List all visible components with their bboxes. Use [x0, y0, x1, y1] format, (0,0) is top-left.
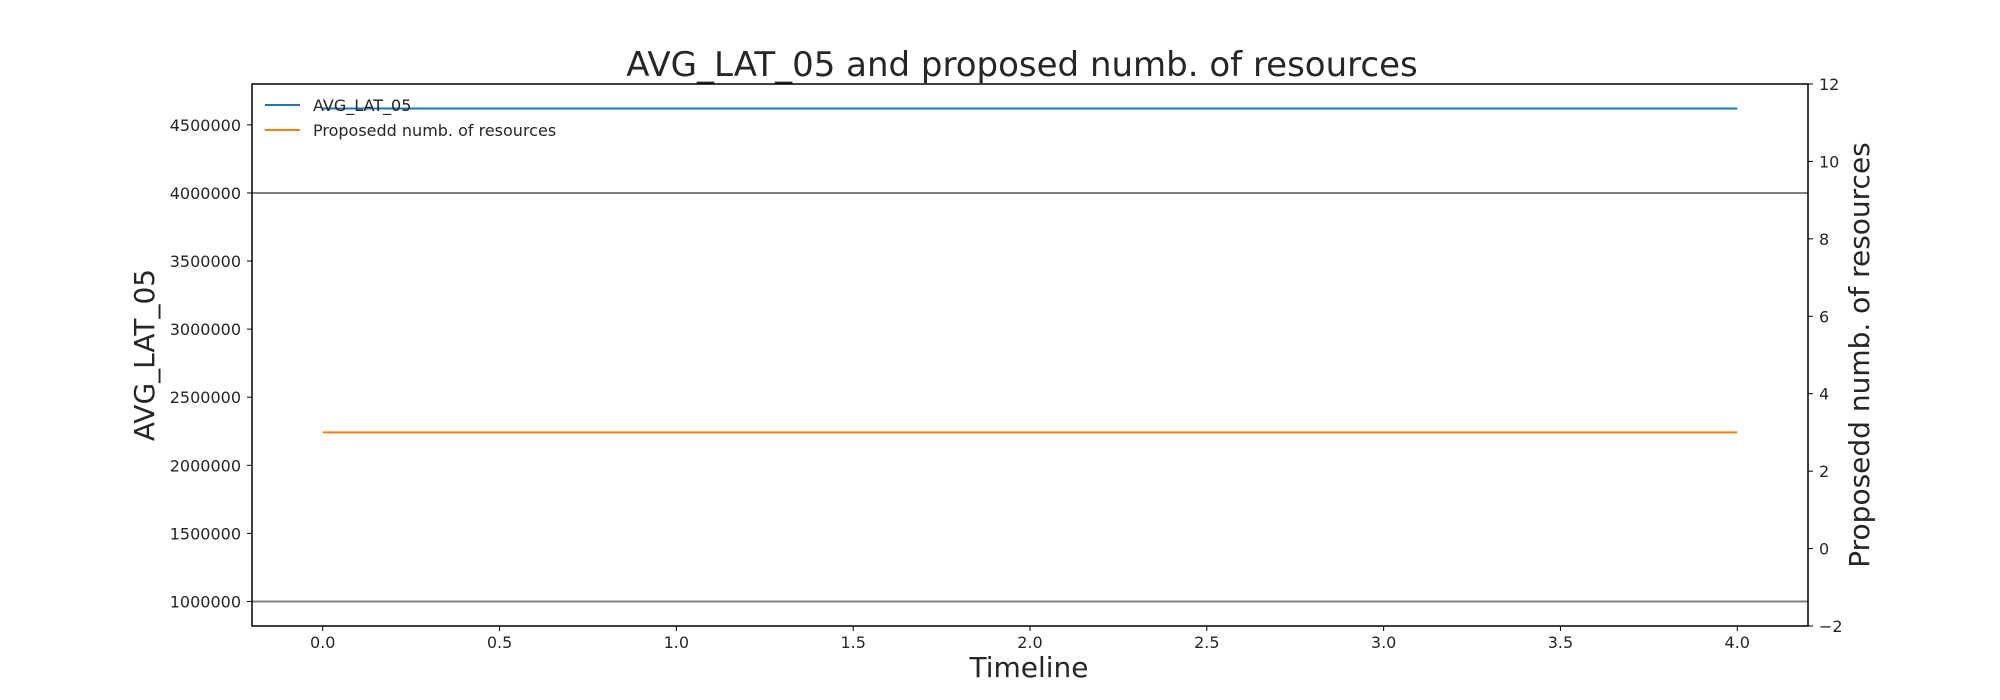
y-left-axis-label: AVG_LAT_05	[128, 269, 161, 441]
y-right-tick-label: 6	[1819, 307, 1829, 326]
x-tick-label: 3.0	[1371, 633, 1396, 652]
x-tick-label: 1.5	[840, 633, 865, 652]
y-left-tick-label: 3000000	[170, 320, 241, 339]
chart-title: AVG_LAT_05 and proposed numb. of resourc…	[626, 45, 1417, 85]
x-tick-label: 1.0	[664, 633, 689, 652]
legend: AVG_LAT_05 Proposedd numb. of resources	[265, 96, 556, 140]
y-right-tick-label: −2	[1819, 617, 1843, 636]
x-tick-label: 2.5	[1194, 633, 1219, 652]
y-left-tick-label: 2000000	[170, 456, 241, 475]
series-lines	[322, 107, 1738, 434]
y-right-tick-label: 0	[1819, 540, 1829, 559]
y-right-tick-label: 8	[1819, 230, 1829, 249]
legend-label: AVG_LAT_05	[313, 96, 411, 116]
y-right-tick-label: 10	[1819, 152, 1839, 171]
y-right-axis-label: Proposedd numb. of resources	[1843, 142, 1876, 568]
legend-label: Proposedd numb. of resources	[313, 121, 556, 140]
x-tick-label: 0.0	[310, 633, 335, 652]
x-tick-label: 4.0	[1725, 633, 1750, 652]
reference-lines	[252, 191, 1808, 603]
y-left-tick-label: 1500000	[170, 524, 241, 543]
x-axis-label: Timeline	[968, 651, 1088, 684]
x-tick-label: 0.5	[487, 633, 512, 652]
x-tick-label: 3.5	[1548, 633, 1573, 652]
x-axis-ticks: 0.0 0.5 1.0 1.5 2.0 2.5 3.0 3.5 4.0	[310, 626, 1750, 652]
y-right-tick-label: 2	[1819, 462, 1829, 481]
y-left-tick-label: 4000000	[170, 184, 241, 203]
y-right-axis-ticks: −2 0 2 4 6 8 10 12	[1808, 75, 1843, 636]
y-left-axis-ticks: 1000000 1500000 2000000 2500000 3000000 35000…	[170, 116, 252, 611]
y-right-tick-label: 4	[1819, 385, 1829, 404]
y-left-tick-label: 2500000	[170, 388, 241, 407]
plot-area-frame	[251, 83, 1809, 627]
y-left-tick-label: 3500000	[170, 252, 241, 271]
y-right-tick-label: 12	[1819, 75, 1839, 94]
x-tick-label: 2.0	[1017, 633, 1042, 652]
y-left-tick-label: 4500000	[170, 116, 241, 135]
y-left-tick-label: 1000000	[170, 592, 241, 611]
